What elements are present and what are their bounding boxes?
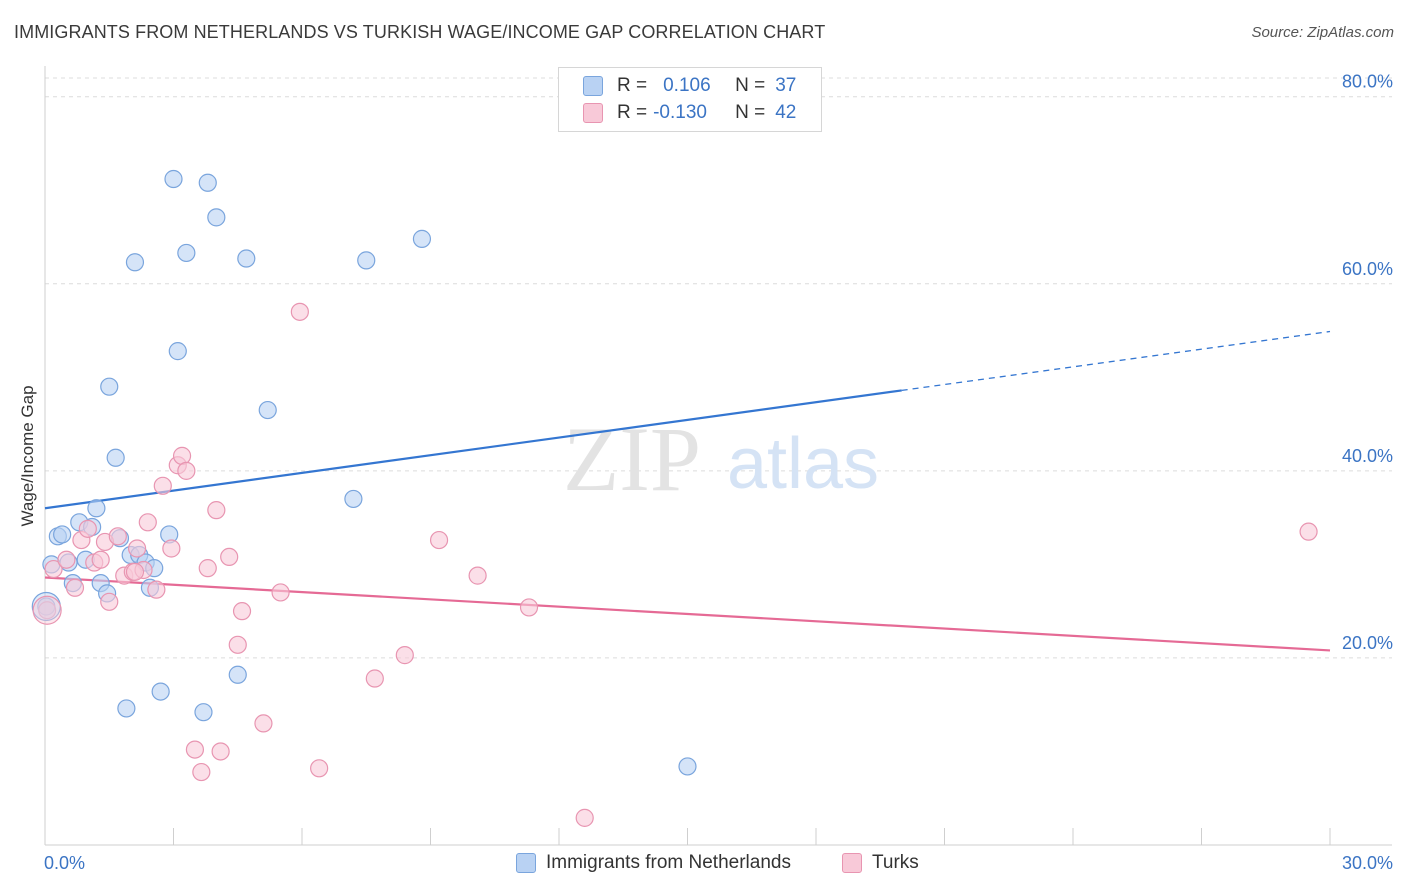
point-turks [91,550,110,569]
point-turks [232,602,252,621]
point-turks [100,592,119,611]
point-turks-cluster [32,595,62,625]
series-legend: Immigrants from Netherlands Turks [0,852,1406,878]
y-tick-label: 80.0% [1342,72,1393,92]
point-turks [125,562,145,581]
point-turks [138,513,157,532]
blue-swatch [583,76,603,96]
trend-netherlands-extension [901,330,1331,392]
data-points [31,169,1318,827]
trend-lines [44,330,1331,652]
tick-labels: 20.0% 40.0% 60.0% 80.0% 0.0% 30.0% [44,72,1393,873]
point-turks [211,742,230,761]
r-label: R = [617,75,648,96]
stats-row-netherlands: R = 0.106 N = 37 [583,74,796,98]
point-turks [310,759,329,778]
pink-swatch [842,853,862,873]
n-label: N = [735,102,766,123]
point-turks [153,476,172,495]
point-turks [177,461,196,480]
watermark-atlas: atlas [727,424,879,504]
point-netherlands [357,251,376,270]
r-label: R = [617,102,648,123]
point-netherlands [198,173,217,192]
point-turks [185,740,205,759]
point-netherlands [125,253,145,272]
trend-turks [44,576,1331,652]
point-netherlands [164,169,183,189]
point-turks [147,580,166,599]
point-turks [271,583,290,602]
n-value: 42 [775,102,797,123]
r-value: -0.130 [653,102,707,123]
y-tick-label: 40.0% [1342,446,1393,466]
y-tick-label: 60.0% [1342,259,1393,279]
point-turks [65,578,85,597]
point-netherlands [100,377,119,396]
point-netherlands [258,400,277,420]
point-netherlands [344,489,363,509]
point-netherlands [106,448,125,467]
point-turks [192,762,211,782]
point-netherlands [237,249,256,268]
point-netherlands [168,342,187,361]
point-netherlands [177,243,196,263]
point-turks [575,808,594,827]
point-turks [127,539,147,558]
point-turks [429,530,449,550]
point-turks [207,501,226,520]
point-turks [44,559,63,579]
point-netherlands [207,208,226,227]
r-value: 0.106 [663,75,711,96]
point-netherlands [151,682,170,701]
point-turks [198,559,217,578]
point-turks [172,446,192,465]
x-tick-label: 30.0% [1342,853,1393,873]
point-netherlands [87,499,106,518]
y-tick-label: 20.0% [1342,633,1393,653]
point-turks [57,550,76,569]
stats-row-turks: R = -0.130 N = 42 [583,101,796,125]
point-turks [395,646,414,665]
legend-label: Turks [872,852,919,873]
point-turks [365,669,384,688]
source-credit: Source: ZipAtlas.com [1251,24,1394,41]
point-turks [220,547,239,567]
gridlines [45,77,1392,659]
point-turks [78,519,97,538]
point-turks [519,598,539,617]
point-netherlands [228,665,247,684]
point-turks [38,601,57,620]
legend-item-netherlands[interactable]: Immigrants from Netherlands [516,852,791,874]
x-tick-label: 0.0% [44,853,85,873]
watermark-zip: ZIP [563,408,701,510]
legend-item-turks[interactable]: Turks [842,852,919,874]
point-turks [1299,522,1318,541]
blue-swatch [516,853,536,873]
trend-netherlands [44,389,902,510]
stats-legend: R = 0.106 N = 37 R = -0.130 N = 42 [558,67,822,132]
point-turks [108,527,127,546]
point-turks [162,539,181,558]
point-turks [228,635,247,654]
legend-label: Immigrants from Netherlands [546,852,791,873]
point-turks [290,302,309,321]
point-netherlands [412,229,432,248]
pink-swatch [583,103,603,123]
n-value: 37 [775,75,797,96]
n-label: N = [735,75,766,96]
point-turks [254,714,273,733]
point-netherlands [194,703,213,722]
point-turks [468,566,487,585]
axes [44,66,1392,846]
point-netherlands [678,757,697,776]
watermark: ZIP atlas [563,408,879,510]
point-netherlands [53,525,72,544]
chart-title: IMMIGRANTS FROM NETHERLANDS VS TURKISH W… [14,22,826,42]
point-netherlands [117,699,136,718]
